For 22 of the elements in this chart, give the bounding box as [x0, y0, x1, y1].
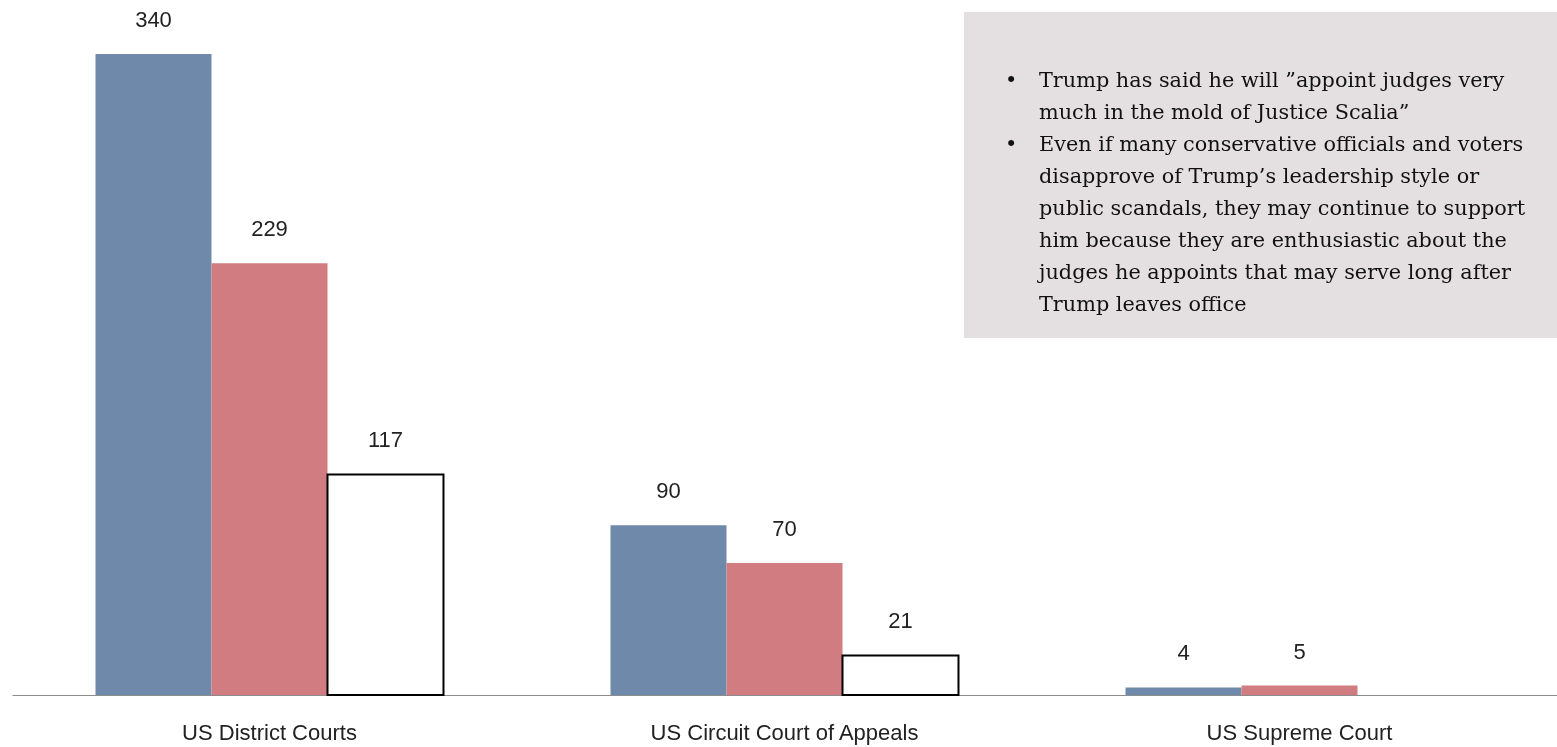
bar — [610, 525, 727, 695]
annotation: • Even if many conservative officials and voters disapprove of Trump’s leadership style or public scandals, they may continue to support him because they are enthusiastic about the judges he appoints that may serve long after Trump leaves office — [1005, 131, 1527, 318]
bar — [841, 654, 960, 696]
bar — [95, 54, 212, 695]
bar — [1241, 685, 1358, 695]
data-label: 21 — [888, 608, 913, 634]
x-tick-label: US Supreme Court — [1206, 719, 1393, 745]
data-label: 117 — [367, 427, 404, 453]
bar — [726, 563, 843, 695]
data-label: 4 — [1177, 640, 1190, 666]
x-tick-label: US Circuit Court of Appeals — [650, 719, 919, 745]
data-label: 340 — [135, 7, 172, 32]
x-tick-label: US District Courts — [182, 719, 357, 745]
data-label: 70 — [772, 516, 797, 542]
annotation: • Trump has said he will ”appoint judges very much in the mold of Justice Scalia” — [1005, 67, 1506, 126]
bar — [326, 473, 445, 696]
bar — [211, 263, 328, 695]
bar — [1125, 687, 1242, 695]
data-label: 5 — [1293, 638, 1306, 664]
note-box: • Trump has said he will ”appoint judges very much in the mold of Justice Scalia” • Even if many conservative officials and voters disapprove of Trump’s leadership style or public scandals, they may continue to support him because they are enthusiastic about the judges he appoints that may serve long after Trump leaves office — [964, 12, 1557, 338]
data-label: 229 — [251, 216, 288, 242]
data-label: 90 — [656, 478, 681, 504]
